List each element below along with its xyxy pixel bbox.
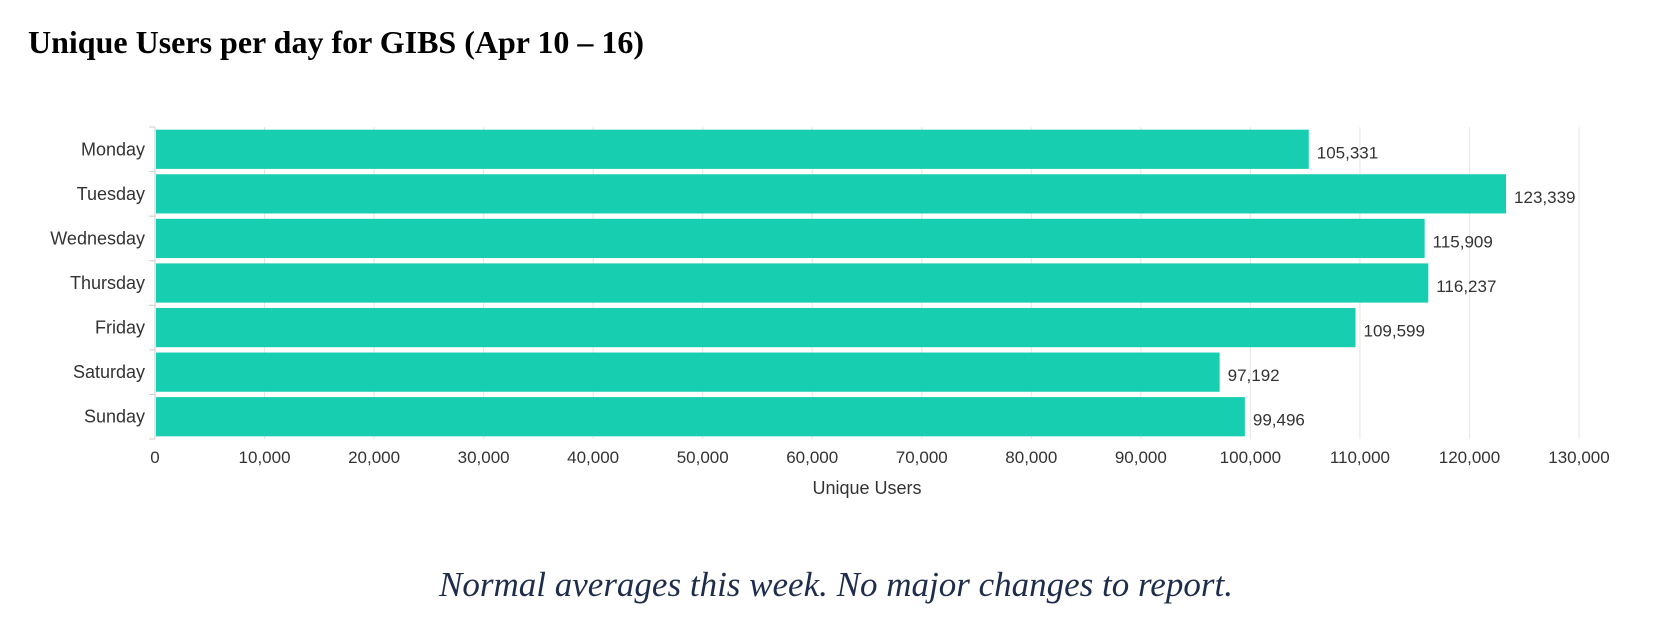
x-tick-label: 80,000 xyxy=(1005,448,1057,467)
category-label: Sunday xyxy=(84,407,145,427)
bar-sunday xyxy=(156,397,1245,437)
category-labels: Monday Tuesday Wednesday Thursday Friday Satu… xyxy=(50,139,145,426)
value-label: 115,909 xyxy=(1433,232,1493,251)
x-tick-label: 60,000 xyxy=(786,448,838,467)
x-tick-label: 50,000 xyxy=(677,448,729,467)
bar-saturday xyxy=(156,352,1220,392)
x-tick-label: 130,000 xyxy=(1548,448,1609,467)
category-label: Wednesday xyxy=(50,228,145,248)
bar-tuesday xyxy=(156,174,1507,214)
bar-friday xyxy=(156,307,1356,348)
x-tick-label: 10,000 xyxy=(239,448,291,467)
axes xyxy=(149,126,156,440)
category-label: Tuesday xyxy=(77,184,145,204)
bar-thursday xyxy=(156,263,1429,303)
value-label: 109,599 xyxy=(1364,322,1425,341)
x-tick-label: 30,000 xyxy=(458,448,510,467)
value-label: 105,331 xyxy=(1317,143,1378,162)
category-label: Friday xyxy=(95,318,145,338)
chart-title: Unique Users per day for GIBS (Apr 10 – … xyxy=(28,24,645,60)
x-tick-label: 110,000 xyxy=(1330,448,1390,467)
x-tick-label: 0 xyxy=(150,448,159,467)
x-tick-labels: 0 10,000 20,000 30,000 40,000 50,000 60,000 70,… xyxy=(150,448,1609,467)
value-label: 123,339 xyxy=(1514,188,1575,207)
x-tick-label: 40,000 xyxy=(567,448,619,467)
bars xyxy=(156,129,1507,437)
category-label: Monday xyxy=(81,139,145,159)
summary-caption: Normal averages this week. No major chan… xyxy=(439,565,1233,604)
x-tick-label: 120,000 xyxy=(1439,448,1500,467)
category-label: Saturday xyxy=(73,362,145,382)
value-label: 97,192 xyxy=(1228,366,1280,385)
value-label: 99,496 xyxy=(1253,411,1305,430)
bar-monday xyxy=(156,129,1309,169)
x-tick-label: 90,000 xyxy=(1115,448,1167,467)
bar-chart: Monday Tuesday Wednesday Thursday Friday Satu… xyxy=(50,126,1610,498)
category-label: Thursday xyxy=(70,273,145,293)
bar-wednesday xyxy=(156,218,1425,259)
x-tick-label: 70,000 xyxy=(896,448,948,467)
x-axis-title: Unique Users xyxy=(812,478,921,498)
value-label: 116,237 xyxy=(1436,277,1496,296)
value-labels: 105,331 123,339 115,909 116,237 109,599 97,19… xyxy=(1228,143,1576,429)
x-tick-label: 100,000 xyxy=(1220,448,1281,467)
x-tick-label: 20,000 xyxy=(348,448,400,467)
